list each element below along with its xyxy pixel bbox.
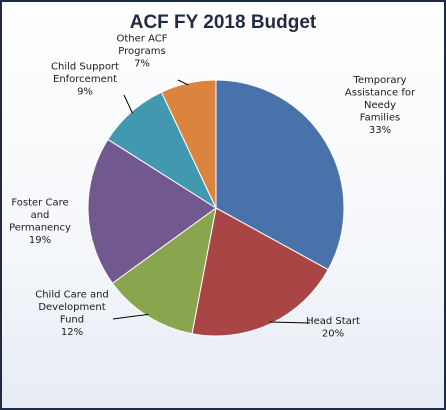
slice-label-line: Head Start (306, 316, 360, 327)
leader-line-1 (269, 321, 311, 324)
slice-label-line: and (31, 210, 50, 221)
slice-label-line: Families (360, 113, 400, 124)
slice-label-line: Child Care and (35, 289, 109, 300)
leader-line-4 (123, 94, 134, 114)
slice-percent-4: 9% (77, 87, 93, 98)
slice-percent-2: 12% (61, 327, 83, 338)
slice-label-line: Assistance for (345, 88, 416, 99)
slice-label-line: Permanency (9, 222, 71, 233)
slice-label-1: Head Start 20% (306, 316, 360, 340)
slice-percent-1: 20% (322, 328, 344, 339)
slice-label-4: Child Support Enforcement 9% (51, 62, 119, 98)
slice-label-3: Foster Care and Permanency 19% (9, 197, 71, 246)
slice-percent-0: 33% (369, 125, 391, 136)
pie-slice-3 (87, 138, 217, 284)
chart-title: ACF FY 2018 Budget (129, 12, 317, 33)
slice-label-line: Temporary (352, 75, 406, 86)
slice-label-line: Enforcement (53, 74, 117, 85)
pie-slice-5 (160, 79, 217, 209)
slice-percent-5: 7% (134, 59, 150, 70)
slice-label-line: Programs (118, 46, 165, 57)
slice-label-line: Child Support (51, 62, 119, 73)
slice-label-line: Foster Care (11, 197, 68, 208)
slice-label-line: Fund (60, 314, 84, 325)
pie-slice-0 (215, 79, 345, 271)
slice-label-0: Temporary Assistance for Needy Families 33% (345, 75, 416, 136)
slice-label-line: Needy (364, 100, 396, 111)
slice-label-line: Other ACF (117, 34, 168, 45)
pie-slice-2 (111, 206, 217, 335)
leader-line-5 (177, 79, 189, 86)
leader-line-2 (112, 313, 149, 320)
pie-slice-1 (191, 207, 329, 337)
slice-percent-3: 19% (29, 235, 51, 246)
slice-label-5: Other ACF Programs 7% (117, 34, 168, 70)
slice-label-2: Child Care and Development Fund 12% (35, 289, 109, 338)
slice-label-line: Development (38, 302, 105, 313)
